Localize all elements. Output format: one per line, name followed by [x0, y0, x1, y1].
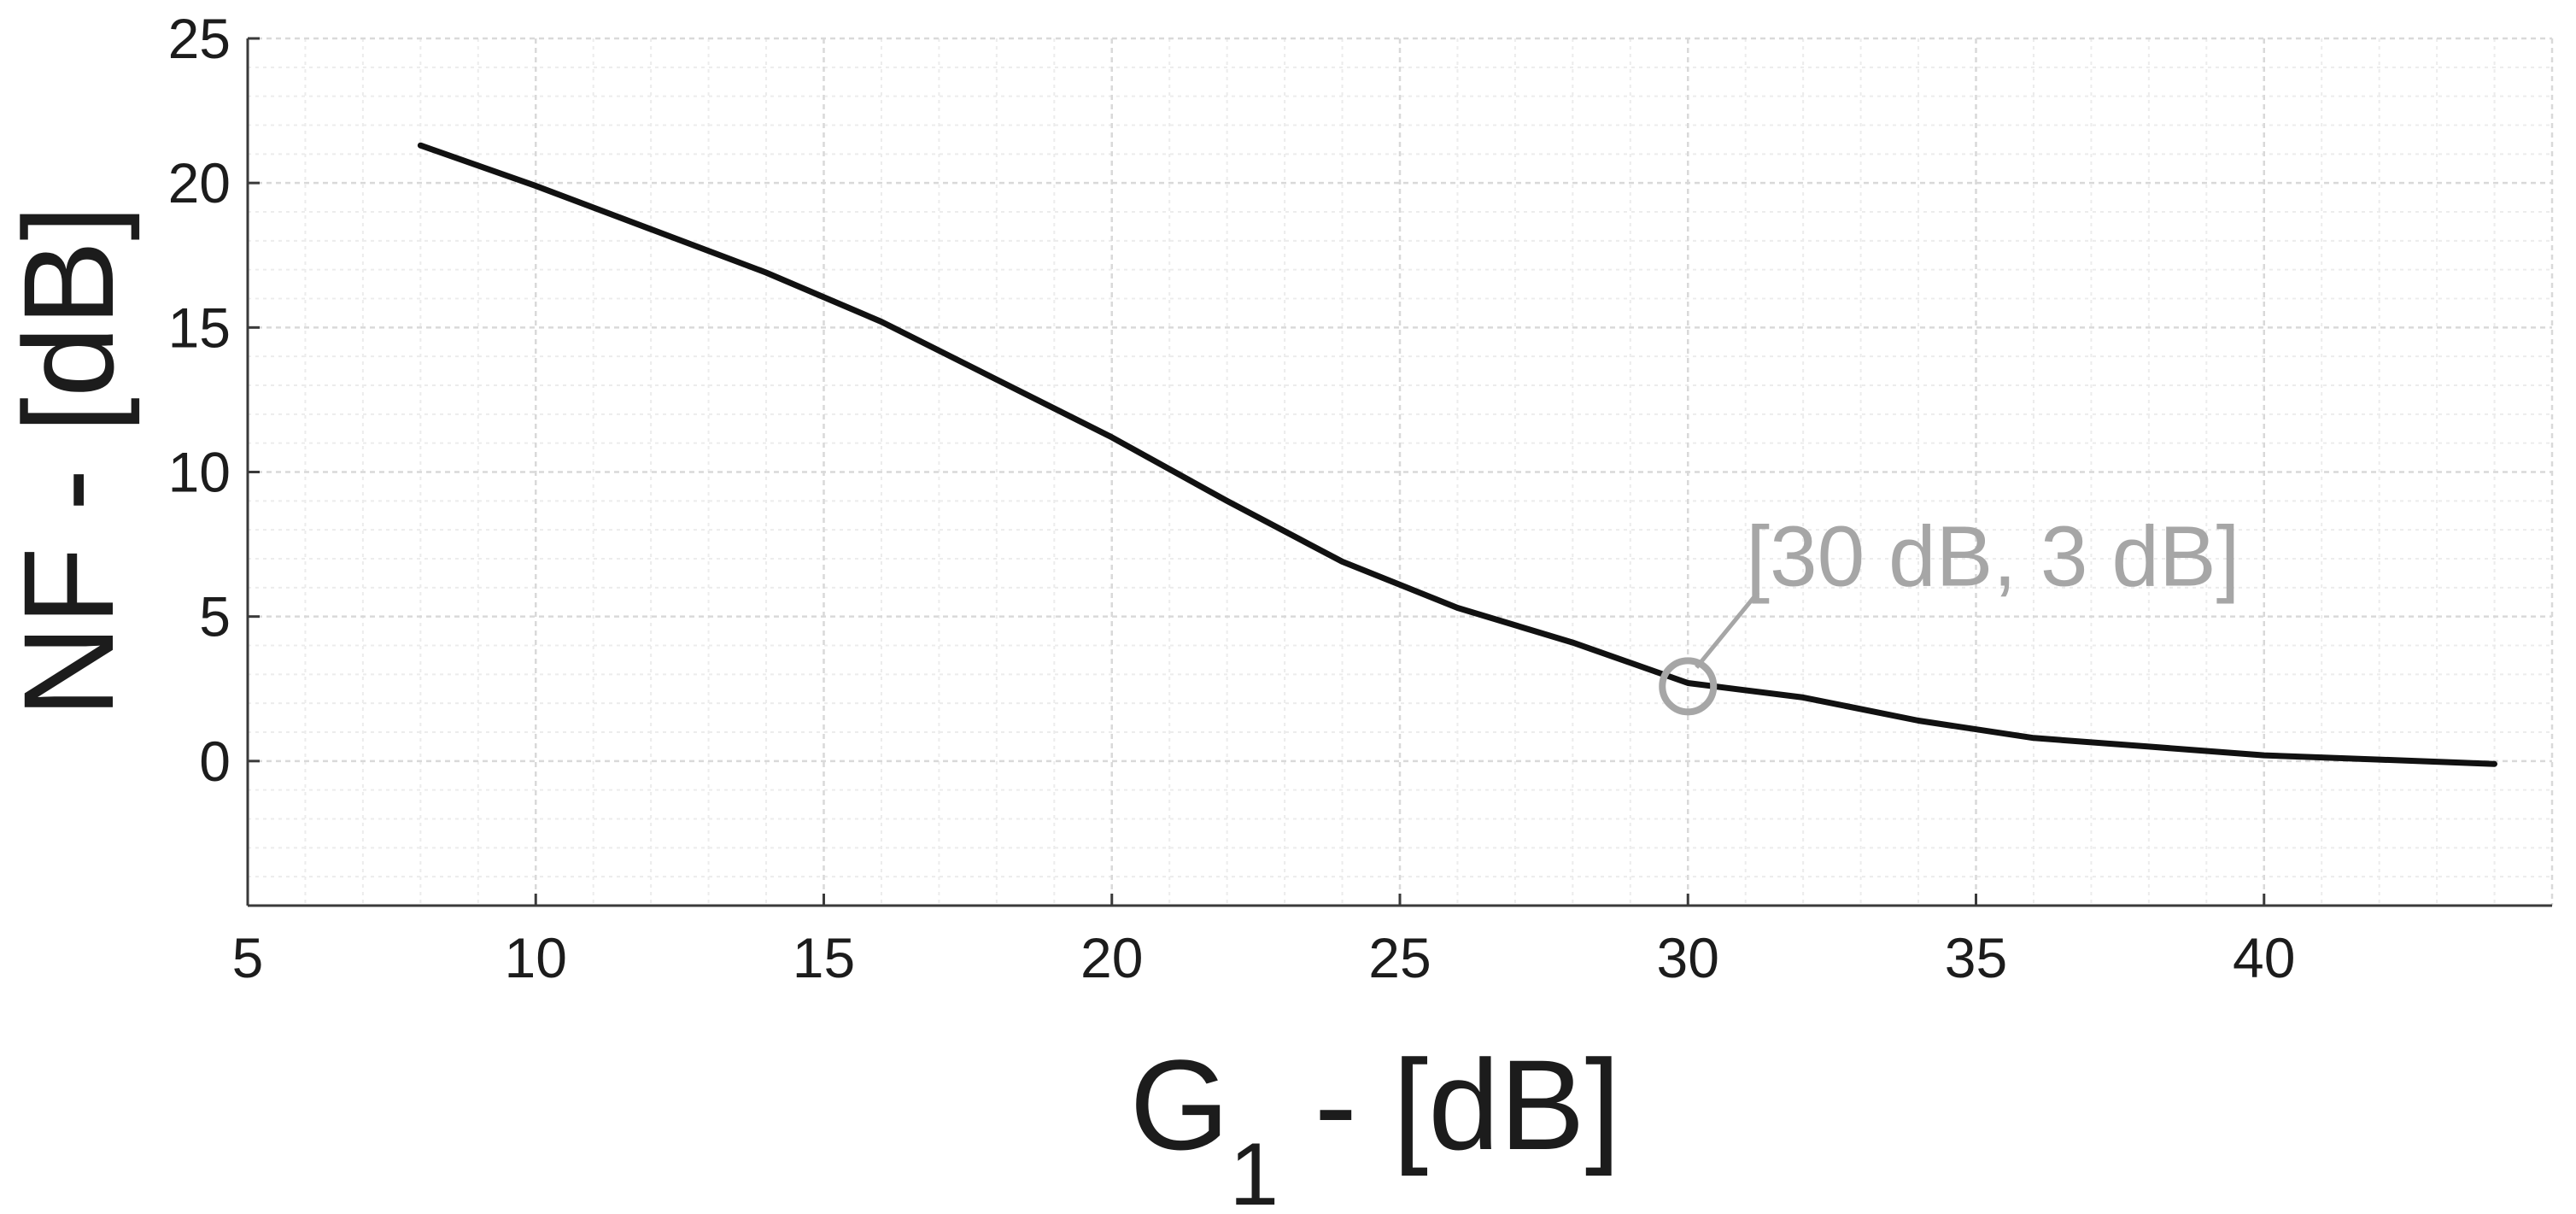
- tick-labels: 5 10 15 20 25 30 35 40 0 5 10 15 20 25: [168, 7, 2296, 989]
- x-axis-title-main: G: [1130, 1033, 1230, 1176]
- series-layer: [417, 142, 2497, 767]
- annotation-label: [30 dB, 3 dB]: [1746, 508, 2239, 604]
- x-tick-label: 10: [505, 926, 567, 989]
- y-tick-label: 10: [168, 441, 231, 504]
- x-tick-label: 15: [793, 926, 855, 989]
- x-tick-label: 40: [2233, 926, 2295, 989]
- y-tick-label: 15: [168, 296, 231, 359]
- annotation-layer: [30 dB, 3 dB]: [1659, 508, 2239, 716]
- nf-curve-line: [417, 142, 2497, 767]
- x-axis-title-subscript: 1: [1229, 1125, 1279, 1214]
- annotation-marker: [1659, 657, 1718, 716]
- annotation-leader-line: [1695, 590, 1760, 669]
- x-tick-label: 5: [232, 926, 264, 989]
- y-axis-title: NF - [dB]: [0, 205, 140, 718]
- axes: [246, 37, 2552, 907]
- y-tick-label: 25: [168, 7, 231, 70]
- x-tick-label: 25: [1368, 926, 1431, 989]
- y-tick-label: 0: [199, 730, 231, 793]
- x-tick-label: 30: [1657, 926, 1719, 989]
- x-tick-label: 35: [1945, 926, 2007, 989]
- x-tick-label: 20: [1080, 926, 1143, 989]
- x-axis-title: G1 - [dB]: [1130, 1033, 1621, 1214]
- y-tick-label: 5: [199, 585, 231, 648]
- y-tick-label: 20: [168, 151, 231, 214]
- x-axis-title-suffix: - [dB]: [1279, 1033, 1620, 1176]
